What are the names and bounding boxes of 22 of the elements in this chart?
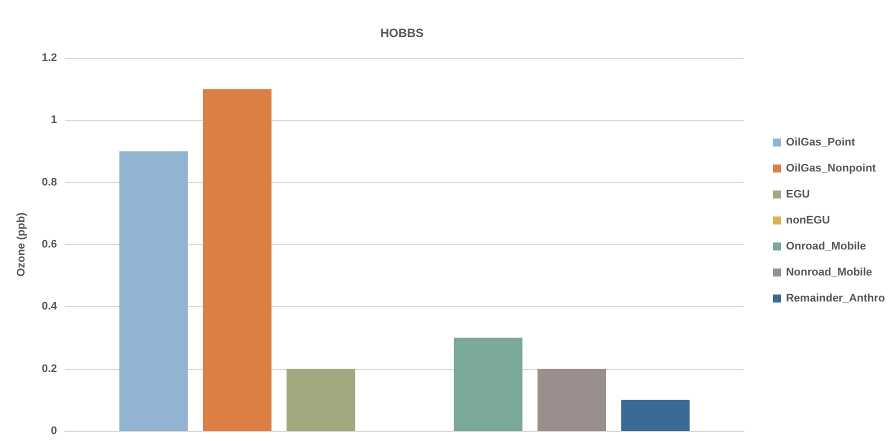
bar — [621, 400, 690, 431]
bar — [119, 151, 188, 431]
legend-label: Onroad_Mobile — [786, 240, 866, 252]
bar — [537, 368, 606, 431]
y-tick-label: 1.2 — [42, 52, 57, 64]
legend-label: OilGas_Point — [786, 136, 856, 148]
y-tick-label: 0.2 — [42, 362, 57, 375]
legend-label: OilGas_Nonpoint — [786, 162, 876, 174]
legend-label: nonEGU — [786, 214, 830, 226]
y-tick-label: 1 — [50, 114, 57, 126]
bar — [454, 338, 522, 431]
bar — [202, 89, 272, 431]
legend-label: Remainder_Anthro — [786, 292, 886, 304]
legend-label: Nonroad_Mobile — [786, 266, 872, 278]
y-tick-label: 0.4 — [42, 300, 58, 313]
y-axis-title: Ozone (ppb) — [16, 212, 28, 277]
chart-title: HOBBS — [380, 26, 424, 40]
bar — [286, 368, 356, 431]
y-tick-label: 0.8 — [42, 176, 57, 188]
y-tick-label: 0.6 — [42, 238, 57, 250]
legend-label: EGU — [786, 188, 810, 200]
y-tick-label: 0 — [50, 425, 57, 437]
